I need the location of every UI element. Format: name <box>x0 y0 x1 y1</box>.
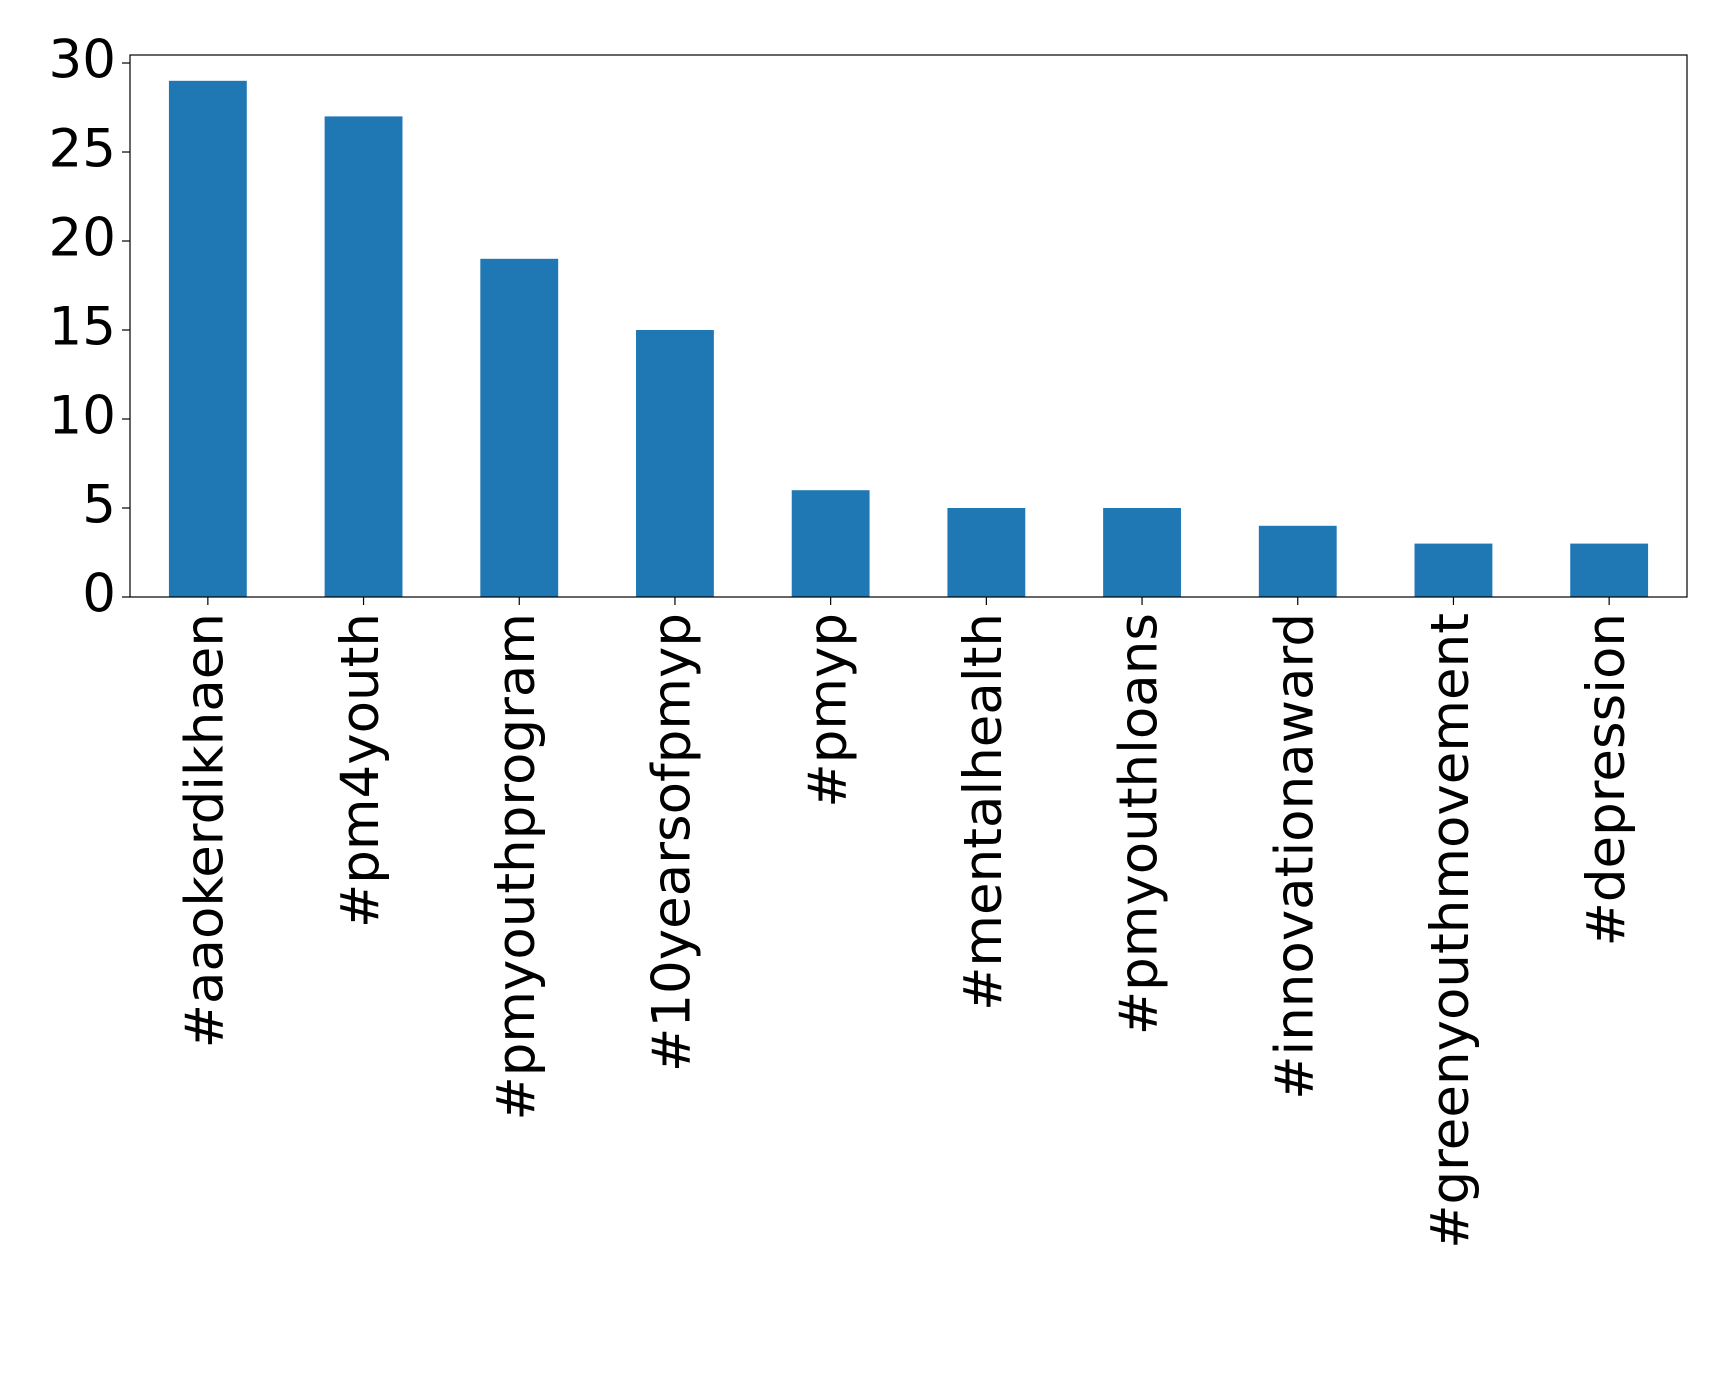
y-tick-label: 0 <box>82 564 116 625</box>
y-tick-label: 15 <box>49 297 116 358</box>
bar <box>791 490 870 597</box>
bar <box>947 508 1026 597</box>
x-tick-label: #innovationaward <box>1264 613 1325 1100</box>
y-tick-label: 5 <box>82 475 116 536</box>
x-tick-label: #pmyouthprogram <box>486 613 547 1121</box>
x-tick-label: #pm4youth <box>330 613 391 928</box>
bar <box>636 330 714 597</box>
x-tick-label: #pmyouthloans <box>1109 613 1170 1035</box>
bar <box>480 258 559 597</box>
bar <box>1570 543 1649 597</box>
bar <box>1103 508 1181 597</box>
bar <box>1414 543 1493 597</box>
bar <box>324 116 403 597</box>
y-tick-label: 20 <box>49 208 116 269</box>
plot-frame <box>129 54 1688 598</box>
x-tick-label: #pmyp <box>797 613 858 808</box>
bar <box>168 80 247 598</box>
x-tick-label: #10yearsofpmyp <box>642 613 703 1072</box>
y-tick-label: 25 <box>49 119 116 180</box>
bar <box>1258 525 1337 597</box>
y-tick-label: 30 <box>49 30 116 91</box>
x-tick-label: #greenyouthmovement <box>1420 613 1481 1249</box>
x-tick-label: #aaokerdikhaen <box>174 613 235 1048</box>
y-tick-label: 10 <box>49 386 116 447</box>
x-tick-label: #mentalhealth <box>953 613 1014 1011</box>
x-tick-label: #depression <box>1576 613 1637 947</box>
